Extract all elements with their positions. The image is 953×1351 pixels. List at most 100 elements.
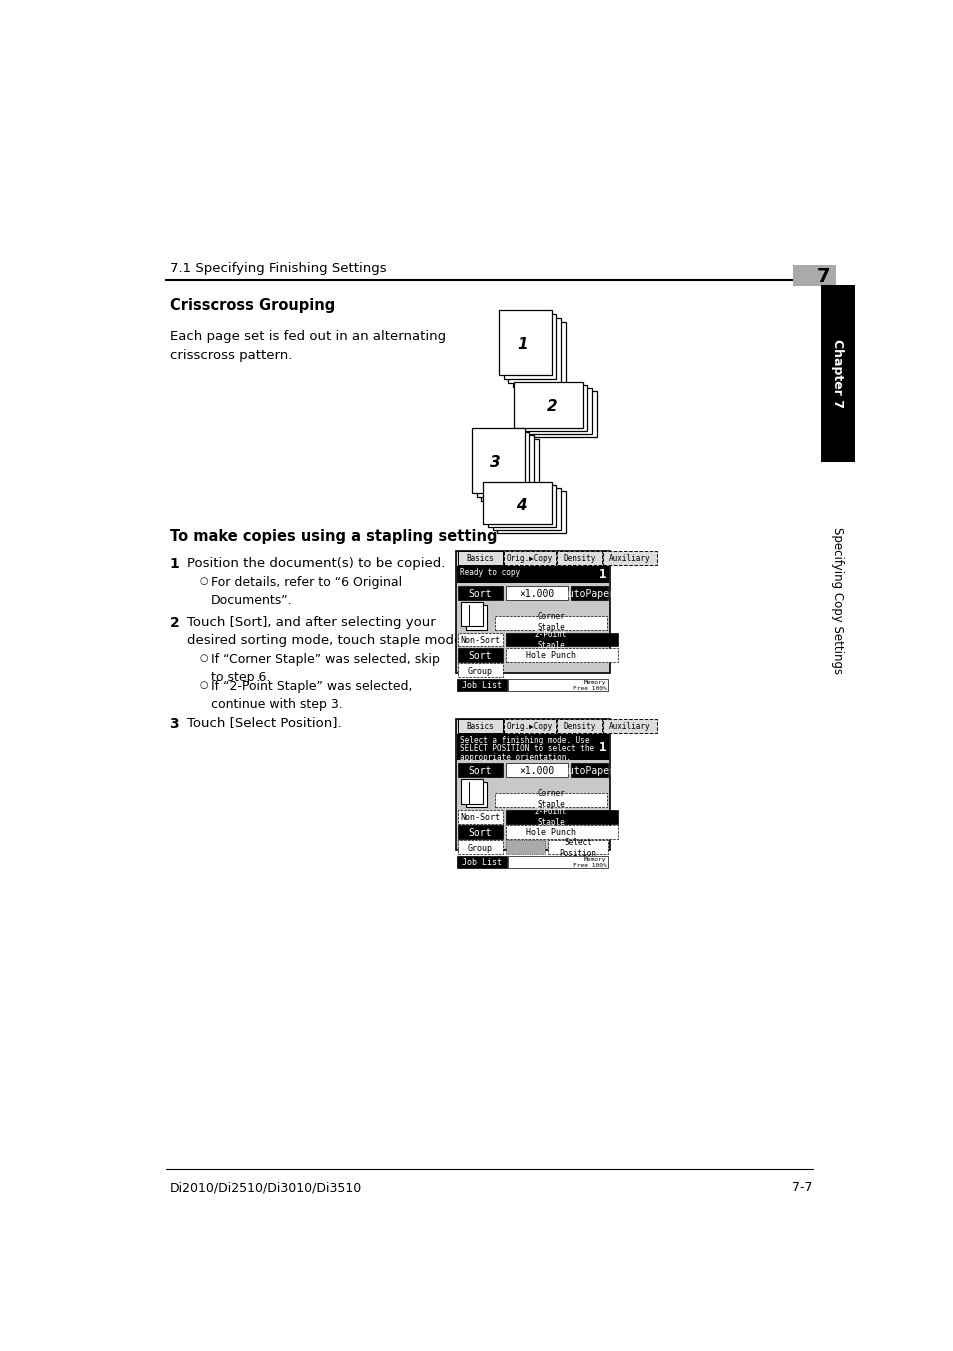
Bar [456, 734, 608, 761]
Bar [505, 586, 567, 600]
Text: 2: 2 [170, 616, 179, 631]
Bar [602, 719, 657, 732]
Text: 2-Point
Staple: 2-Point Staple [535, 808, 566, 827]
Text: Memory
Free 100%: Memory Free 100% [573, 681, 606, 692]
Bar [571, 763, 608, 777]
Text: 1: 1 [517, 338, 527, 353]
Text: Ready to copy: Ready to copy [459, 567, 519, 577]
Text: Crisscross Grouping: Crisscross Grouping [170, 297, 335, 313]
Bar [456, 566, 608, 584]
Bar [456, 719, 609, 850]
Bar [497, 490, 565, 534]
Text: If “2-Point Staple” was selected,
continue with step 3.: If “2-Point Staple” was selected, contin… [211, 681, 412, 712]
Text: Auxiliary: Auxiliary [609, 554, 650, 563]
Bar [503, 551, 556, 565]
Text: Basics: Basics [466, 554, 494, 563]
Text: Sort: Sort [468, 766, 492, 777]
Text: Orig.▶Copy: Orig.▶Copy [506, 554, 553, 563]
Text: 7: 7 [816, 266, 829, 285]
Text: 1: 1 [170, 557, 179, 571]
Bar [505, 763, 567, 777]
Text: SELECT POSITION to select the: SELECT POSITION to select the [459, 744, 594, 754]
Text: ○: ○ [199, 577, 208, 586]
Text: Di2010/Di2510/Di3010/Di3510: Di2010/Di2510/Di3010/Di3510 [170, 1181, 361, 1194]
Bar [472, 428, 524, 493]
Bar [557, 719, 601, 732]
Text: Basics: Basics [466, 721, 494, 731]
Text: AutoPaper: AutoPaper [562, 589, 616, 598]
Bar [480, 435, 534, 501]
Bar [456, 678, 506, 692]
Text: Sort: Sort [468, 828, 492, 838]
Text: Touch [Select Position].: Touch [Select Position]. [187, 716, 342, 730]
Bar [508, 857, 608, 869]
Text: Hole Punch: Hole Punch [525, 828, 576, 838]
Bar [456, 551, 609, 673]
Bar [498, 309, 551, 376]
Bar [505, 840, 544, 854]
Text: AutoPaper: AutoPaper [562, 766, 616, 777]
Text: Group: Group [467, 843, 493, 852]
Bar [508, 317, 560, 384]
Bar [547, 840, 608, 854]
Text: Touch [Sort], and after selecting your
desired sorting mode, touch staple mode.: Touch [Sort], and after selecting your d… [187, 616, 466, 647]
Bar [505, 825, 617, 839]
Bar [485, 439, 537, 505]
Text: Select
Position: Select Position [559, 838, 596, 858]
Bar [528, 390, 596, 436]
Text: Orig.▶Copy: Orig.▶Copy [506, 721, 553, 731]
Bar [457, 840, 502, 854]
Text: Select a finishing mode. Use: Select a finishing mode. Use [459, 736, 589, 744]
Bar [488, 485, 556, 527]
Bar [460, 780, 482, 804]
Text: 7-7: 7-7 [792, 1181, 812, 1194]
Bar [505, 632, 617, 646]
Bar [457, 763, 502, 777]
Text: Hole Punch: Hole Punch [525, 651, 576, 661]
Bar [457, 632, 502, 646]
Bar [457, 586, 502, 600]
Bar [518, 385, 587, 431]
Bar [457, 663, 502, 677]
Bar [513, 322, 565, 386]
Bar [503, 313, 556, 380]
Bar [571, 586, 608, 600]
Bar [503, 719, 556, 732]
Bar [493, 488, 560, 530]
Text: Job List: Job List [461, 858, 501, 867]
Text: If “Corner Staple” was selected, skip
to step 6.: If “Corner Staple” was selected, skip to… [211, 653, 439, 684]
Text: Chapter 7: Chapter 7 [830, 339, 843, 408]
Text: Position the document(s) to be copied.: Position the document(s) to be copied. [187, 557, 445, 570]
Text: Specifying Copy Settings: Specifying Copy Settings [830, 527, 843, 674]
Text: 4: 4 [516, 497, 526, 512]
Bar [456, 857, 506, 869]
Bar [465, 782, 487, 807]
Text: 7.1 Specifying Finishing Settings: 7.1 Specifying Finishing Settings [170, 262, 386, 274]
Text: 1: 1 [598, 569, 605, 581]
Text: 1: 1 [598, 740, 605, 754]
Text: Job List: Job List [461, 681, 501, 690]
Text: 3: 3 [490, 455, 500, 470]
Text: To make copies using a stapling setting: To make copies using a stapling setting [170, 528, 497, 544]
Bar [483, 482, 551, 524]
Text: Auxiliary: Auxiliary [609, 721, 650, 731]
Text: ×1.000: ×1.000 [518, 766, 554, 777]
Bar [457, 809, 502, 824]
Bar [523, 388, 592, 434]
Text: Non-Sort: Non-Sort [460, 813, 500, 821]
Text: ○: ○ [199, 681, 208, 690]
Text: Non-Sort: Non-Sort [460, 636, 500, 644]
Bar [557, 551, 601, 565]
Bar [602, 551, 657, 565]
Text: Sort: Sort [468, 589, 492, 598]
Bar [820, 285, 854, 462]
Bar [793, 265, 835, 286]
Text: Density: Density [563, 554, 596, 563]
Text: ○: ○ [199, 653, 208, 662]
Text: Sort: Sort [468, 651, 492, 661]
Text: appropriate orientation.: appropriate orientation. [459, 753, 571, 762]
Text: 2: 2 [546, 400, 557, 415]
Bar [476, 431, 529, 497]
Text: For details, refer to “6 Original
Documents”.: For details, refer to “6 Original Docume… [211, 577, 401, 608]
Text: Corner
Staple: Corner Staple [537, 612, 564, 632]
